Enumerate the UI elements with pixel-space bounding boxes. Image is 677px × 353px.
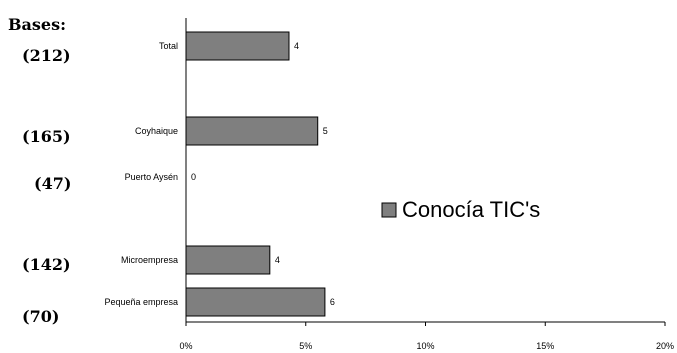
base-value: (165) [22, 127, 71, 146]
base-value: (47) [34, 174, 71, 193]
base-values: (212) (165) (47) (142) (70) [22, 46, 71, 326]
base-value: (70) [22, 307, 59, 326]
x-axis-ticks: 0% 5% 10% 15% 20% [179, 322, 674, 351]
legend-swatch [381, 202, 397, 218]
category-label: Microempresa [121, 255, 178, 265]
legend: Conocía TIC's [381, 197, 540, 222]
category-label: Coyhaique [135, 126, 178, 136]
bases-title: Bases: [8, 15, 66, 34]
data-label: 5 [323, 126, 328, 136]
data-labels: 4 5 0 4 6 [191, 41, 335, 307]
category-label: Total [159, 41, 178, 51]
category-label: Puerto Aysén [125, 172, 178, 182]
base-value: (142) [22, 255, 71, 274]
base-value: (212) [22, 46, 71, 65]
x-tick-label: 20% [656, 341, 674, 351]
x-tick-label: 10% [416, 341, 434, 351]
legend-label: Conocía TIC's [402, 197, 540, 222]
category-labels: Total Coyhaique Puerto Aysén Microempresa Pe… [104, 41, 178, 307]
x-tick-label: 5% [299, 341, 312, 351]
data-label: 4 [294, 41, 299, 51]
category-label: Pequeña empresa [104, 297, 178, 307]
bar [185, 245, 271, 275]
data-label: 0 [191, 172, 196, 182]
data-label: 4 [275, 255, 280, 265]
x-tick-label: 15% [536, 341, 554, 351]
bar [185, 31, 290, 61]
bars [185, 31, 326, 317]
bar [185, 116, 319, 146]
bar [185, 287, 326, 317]
data-label: 6 [330, 297, 335, 307]
x-tick-label: 0% [179, 341, 192, 351]
